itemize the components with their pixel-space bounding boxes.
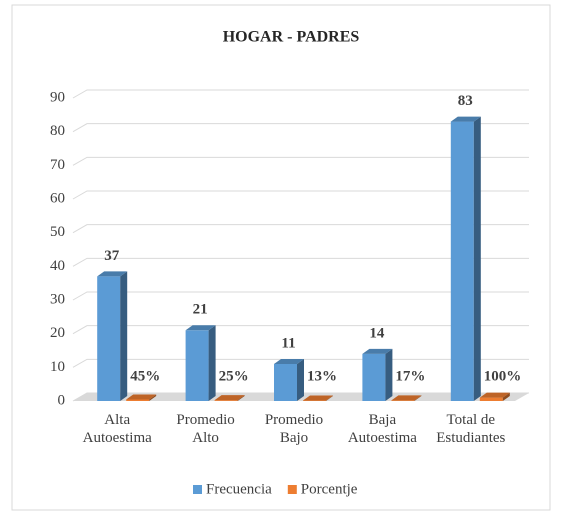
data-label: 11 [281, 335, 295, 351]
bar-front [126, 399, 149, 401]
y-tick-label: 60 [50, 190, 65, 206]
y-tick-label: 10 [50, 359, 65, 375]
bar [97, 271, 127, 401]
bar [274, 359, 304, 401]
bar-side [385, 349, 392, 401]
chart-title: HOGAR - PADRES [223, 29, 360, 46]
bar [362, 349, 392, 401]
bar-front [391, 400, 414, 401]
legend-label: Frecuencia [206, 481, 272, 497]
y-tick-label: 20 [50, 325, 65, 341]
y-tick-label: 90 [50, 89, 65, 105]
y-tick-label: 70 [50, 157, 65, 173]
data-label: 25% [219, 368, 249, 384]
legend-swatch [193, 485, 202, 494]
legend-swatch [288, 485, 297, 494]
data-label: 21 [193, 302, 208, 318]
y-tick-label: 30 [50, 291, 65, 307]
data-label: 100% [484, 368, 522, 384]
data-label: 45% [130, 368, 160, 384]
data-label: 14 [369, 325, 385, 341]
bar-side [120, 271, 127, 401]
legend-label: Porcentje [301, 481, 358, 497]
data-label: 83 [458, 93, 473, 109]
bar-front [97, 276, 120, 401]
y-tick-label: 0 [58, 392, 66, 408]
bar-front [215, 400, 238, 401]
bar-side [297, 359, 304, 401]
data-label: 17% [395, 368, 425, 384]
bar-front [480, 398, 503, 401]
bar-front [274, 364, 297, 401]
bar-front [362, 354, 385, 401]
bar [451, 117, 481, 401]
y-tick-label: 50 [50, 224, 65, 240]
bar [186, 325, 216, 401]
bar-front [451, 122, 474, 401]
bar-front [186, 330, 209, 401]
data-label: 37 [104, 248, 120, 264]
bar-side [474, 117, 481, 401]
bar-side [209, 325, 216, 401]
y-tick-label: 40 [50, 258, 65, 274]
y-tick-label: 80 [50, 123, 65, 139]
data-label: 13% [307, 368, 337, 384]
